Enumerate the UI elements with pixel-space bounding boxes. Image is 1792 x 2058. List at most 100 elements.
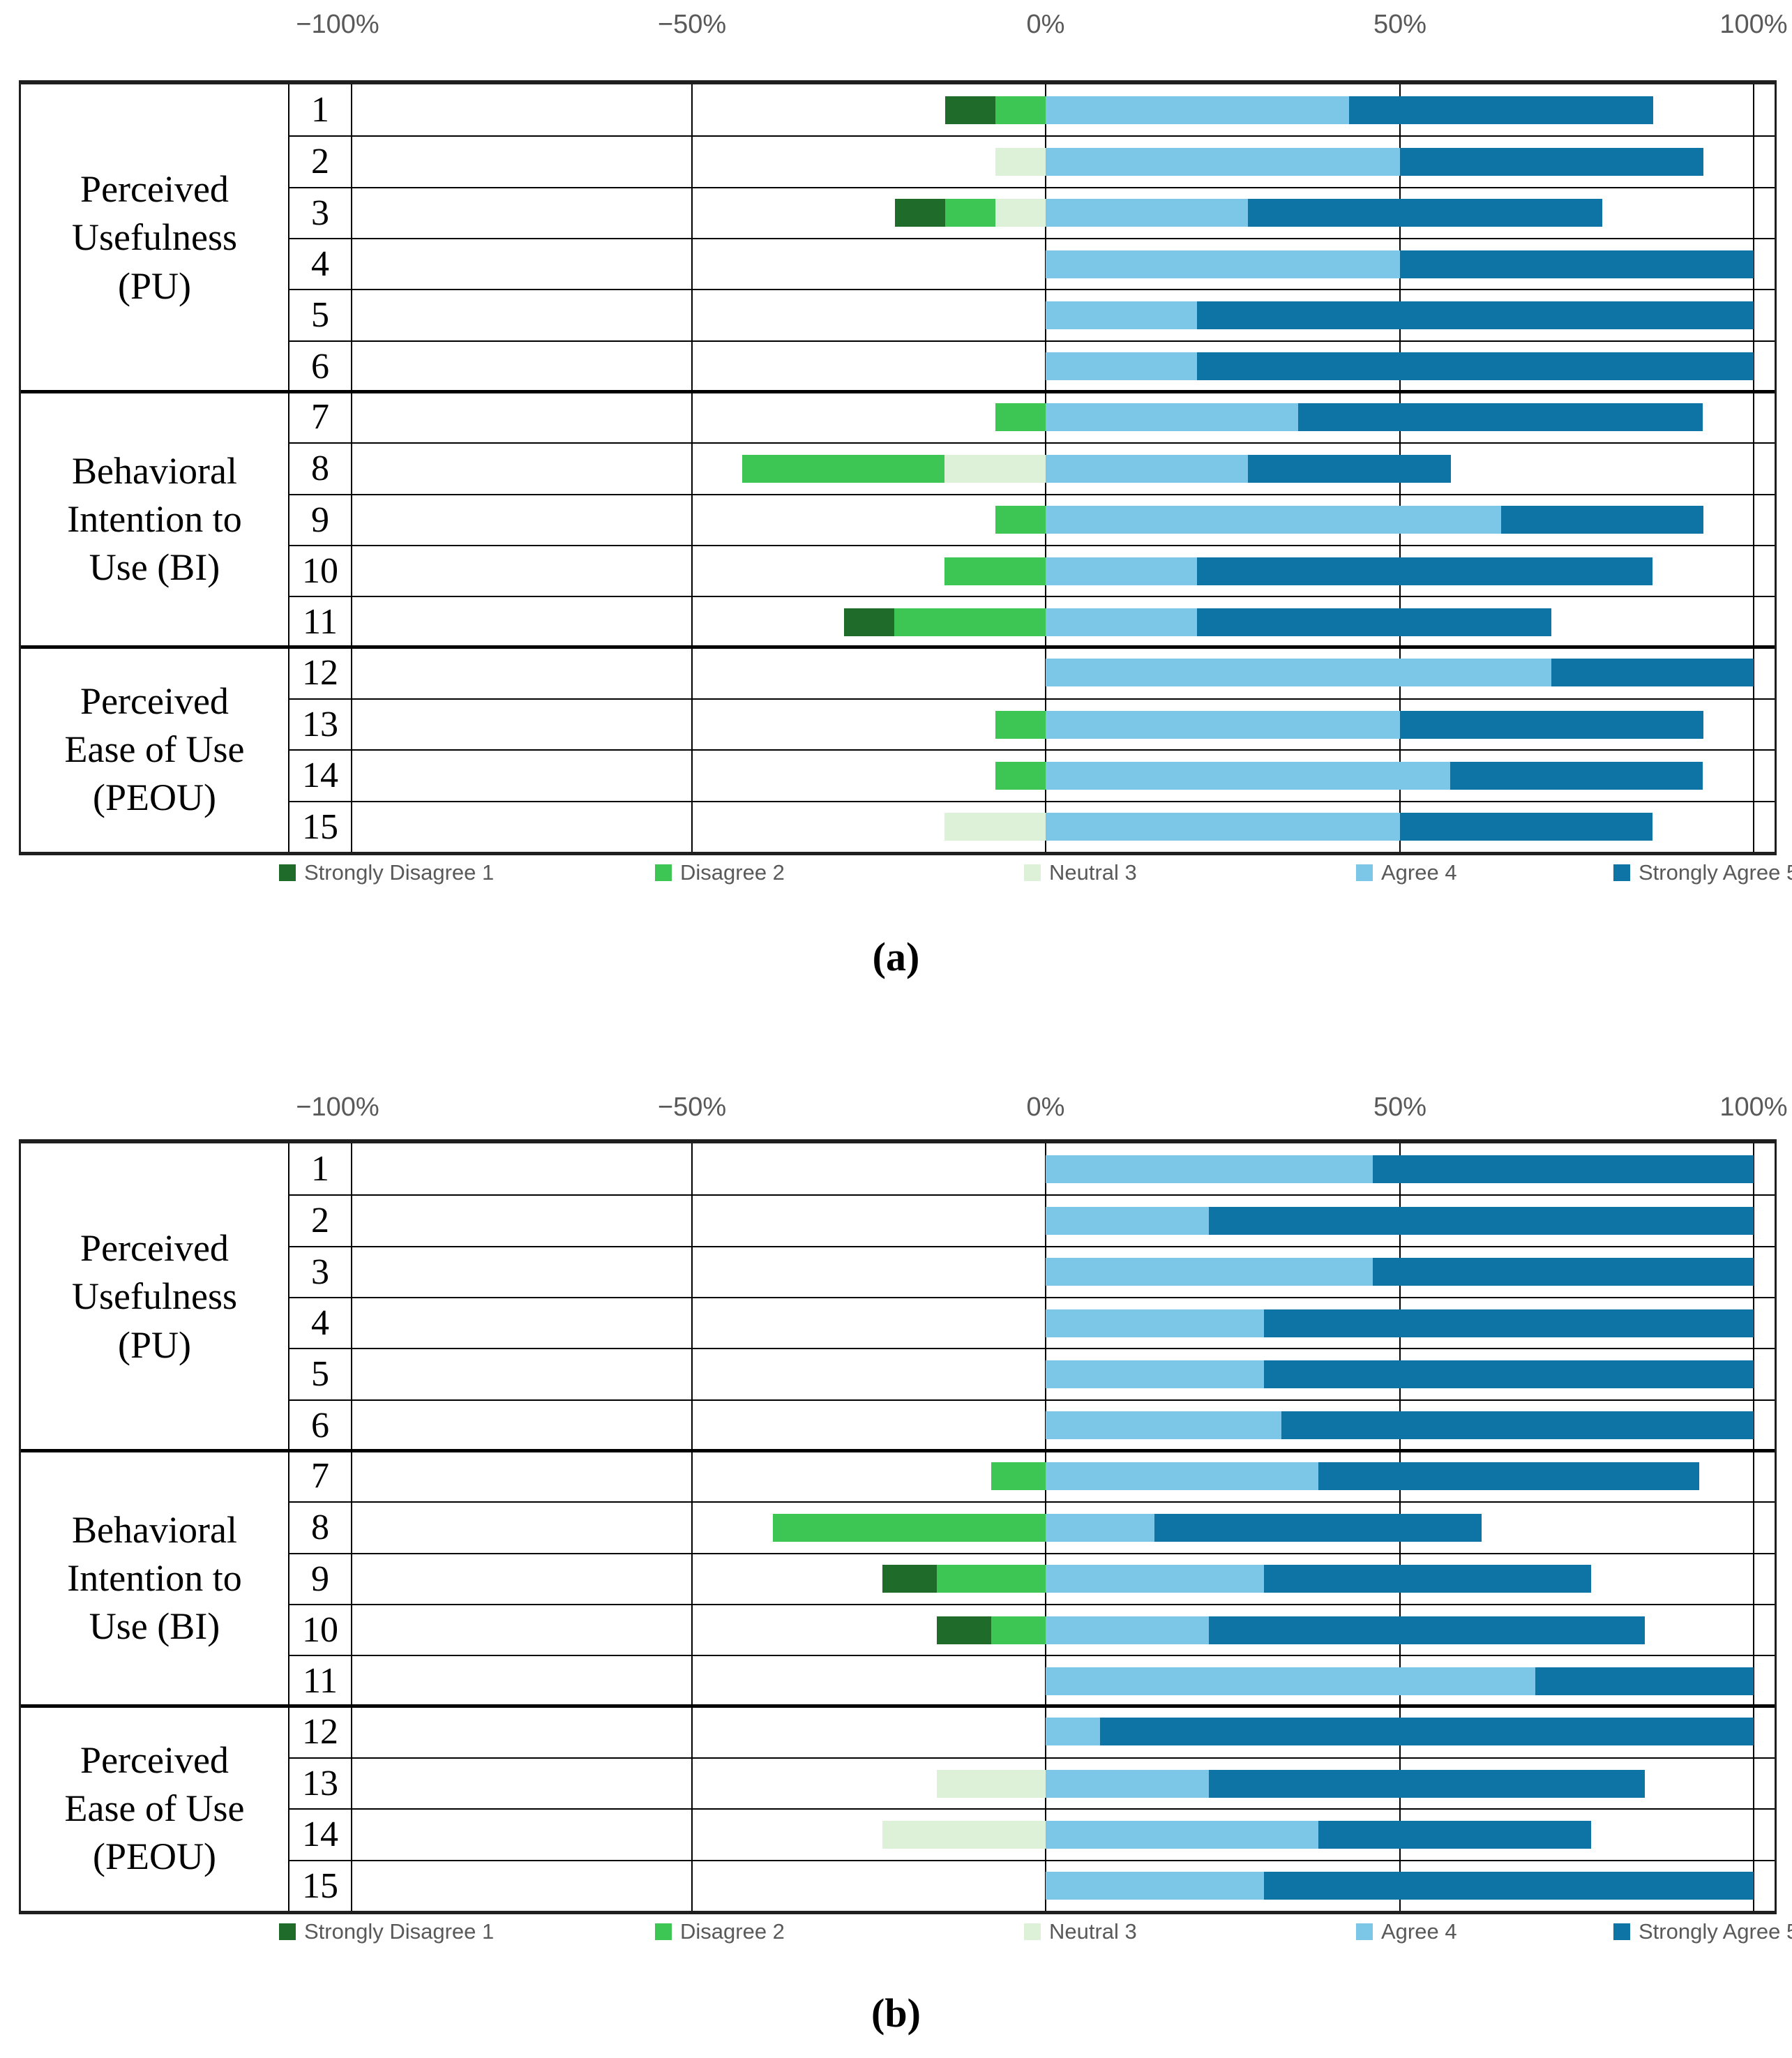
item-number-label: 6 [288,1400,352,1450]
chart-legend: Strongly Disagree 1 Disagree 2 Neutral 3 Ag… [0,1919,1792,1954]
bar-plot-cell [352,239,1775,289]
construct-group-label: Perceived Usefulness (PU) [72,168,237,307]
item-number-label: 5 [288,290,352,340]
bar-segment-strongly-agree [1399,813,1652,841]
legend-label: Strongly Agree 5 [1639,860,1792,885]
bar-segment-agree [1046,1616,1210,1644]
x-axis-tick-label: −50% [657,1092,727,1122]
item-row: 2 [288,1194,1775,1246]
bar-segment-strongly-disagree [944,96,995,124]
item-row: 14 [288,749,1775,801]
bar-segment-strongly-agree [1209,1769,1645,1798]
bar-segment-strongly-agree [1197,352,1754,381]
group-divider-line [21,1448,1775,1452]
legend-label: Agree 4 [1381,1919,1457,1944]
bar-plot-cell [352,1554,1775,1604]
bar-segment-strongly-agree [1263,1309,1754,1337]
item-number-label: 2 [288,1196,352,1246]
bar-segment-strongly-agree [1372,1258,1754,1286]
bar-segment-agree [1046,1565,1264,1593]
x-axis-tick-label: 100% [1719,1092,1788,1122]
legend-label: Strongly Agree 5 [1639,1919,1792,1944]
item-number-label: 4 [288,239,352,290]
item-row: 2 [288,135,1775,187]
construct-group-label: Perceived Ease of Use (PEOU) [64,1738,245,1877]
chart-frame: Perceived Usefulness (PU) Behavioral Inte… [19,1139,1777,1914]
item-row: 10 [288,545,1775,596]
item-number-label: 5 [288,1349,352,1399]
item-row: 12 [288,1706,1775,1757]
item-number-label: 7 [288,391,352,443]
bar-segment-strongly-agree [1263,1360,1754,1388]
item-number-label: 4 [288,1298,352,1349]
x-axis-tick-label: 0% [1026,1092,1065,1122]
bar-segment-strongly-agree [1298,403,1703,431]
bar-segment-strongly-agree [1154,1513,1482,1542]
bar-plot-cell [352,1503,1775,1552]
legend-swatch-agree-icon [1356,1923,1373,1940]
bar-plot-cell [352,391,1775,442]
legend-item-strongly-disagree: Strongly Disagree 1 [279,1919,494,1944]
bar-segment-agree [1046,403,1299,431]
bar-segment-agree [1046,1872,1264,1900]
bar-segment-disagree [991,1616,1046,1644]
construct-group-label: Behavioral Intention to Use (BI) [67,449,242,588]
item-row: 9 [288,1552,1775,1604]
bar-plot-cell [352,1656,1775,1706]
legend-swatch-agree-icon [1356,864,1373,881]
bar-segment-agree [1046,1462,1318,1490]
bar-segment-strongly-agree [1197,301,1754,329]
bar-segment-agree [1046,147,1400,176]
construct-group-label: Behavioral Intention to Use (BI) [67,1508,242,1647]
legend-label: Disagree 2 [680,860,785,885]
item-number-label: 8 [288,444,352,494]
bar-plot-cell [352,342,1775,391]
item-number-label: 12 [288,1706,352,1757]
bar-segment-agree [1046,1206,1210,1235]
group-divider-line [21,1704,1775,1708]
bar-segment-agree [1046,506,1501,534]
bar-segment-agree [1046,557,1198,585]
bar-segment-strongly-agree [1209,1616,1645,1644]
bar-plot-cell [352,1298,1775,1348]
item-number-label: 6 [288,341,352,391]
bar-plot-cell [352,1401,1775,1450]
item-number-label: 7 [288,1450,352,1502]
chart-frame: Perceived Usefulness (PU) Behavioral Inte… [19,80,1777,855]
legend-item-agree: Agree 4 [1356,860,1457,885]
bar-segment-disagree [995,403,1046,431]
bar-segment-strongly-agree [1318,1820,1591,1849]
item-number-label: 12 [288,647,352,698]
bar-plot-cell [352,597,1775,647]
item-number-label: 3 [288,188,352,238]
bar-segment-neutral [995,147,1046,176]
legend-swatch-neutral-icon [1024,864,1041,881]
legend-item-neutral: Neutral 3 [1024,860,1137,885]
bar-segment-strongly-agree [1248,199,1602,227]
item-number-label: 9 [288,1554,352,1604]
bar-segment-neutral [995,199,1046,227]
bar-segment-agree [1046,761,1450,790]
bar-segment-strongly-disagree [882,1565,937,1593]
legend-item-neutral: Neutral 3 [1024,1919,1137,1944]
legend-swatch-strongly-disagree-icon [279,1923,296,1940]
item-row: 15 [288,1859,1775,1911]
item-row: 1 [288,1143,1775,1195]
bar-segment-agree [1046,454,1249,483]
bar-segment-disagree [741,454,944,483]
item-row: 3 [288,1245,1775,1297]
bar-segment-strongly-agree [1248,454,1451,483]
bar-segment-disagree [944,199,995,227]
item-row: 13 [288,1757,1775,1809]
bar-segment-agree [1046,659,1551,687]
bar-segment-agree [1046,1411,1281,1440]
legend-item-strongly-disagree: Strongly Disagree 1 [279,860,494,885]
bar-plot-cell [352,290,1775,340]
item-row: 11 [288,1655,1775,1706]
x-axis-tick-label: 50% [1373,10,1427,39]
item-row: 4 [288,238,1775,290]
x-axis-tick-label: 0% [1026,10,1065,39]
bar-plot-cell [352,1759,1775,1808]
item-row: 4 [288,1297,1775,1349]
bar-plot-cell [352,495,1775,545]
